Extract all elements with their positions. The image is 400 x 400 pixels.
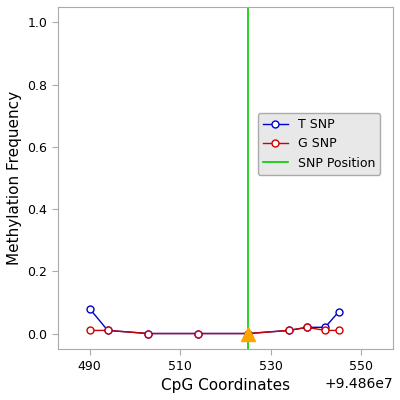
Legend: T SNP, G SNP, SNP Position: T SNP, G SNP, SNP Position [258,113,380,174]
Y-axis label: Methylation Frequency: Methylation Frequency [7,91,22,265]
X-axis label: CpG Coordinates: CpG Coordinates [161,378,290,393]
